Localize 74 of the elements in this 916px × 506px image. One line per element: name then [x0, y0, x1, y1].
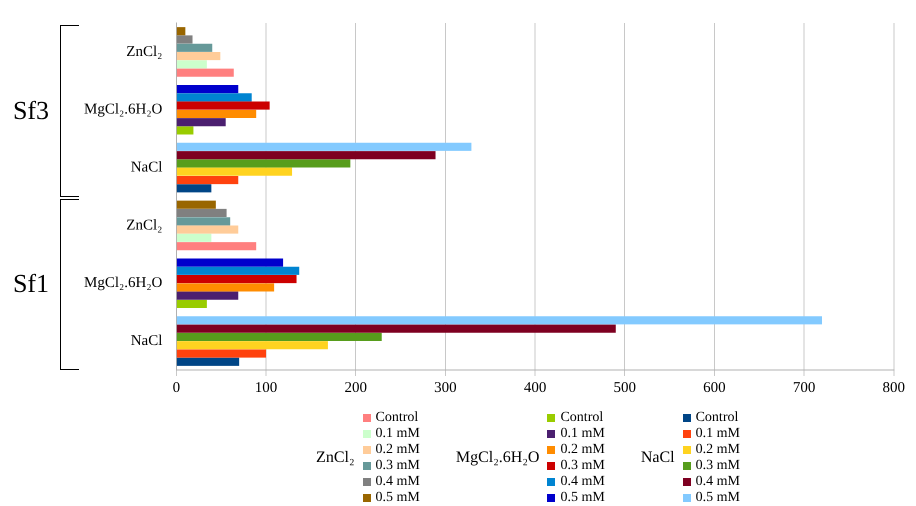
legend-label: 0.5 mM [694, 490, 740, 506]
bar [176, 93, 252, 102]
y-tick-label: ZnCl₂ [126, 44, 162, 60]
bar [176, 234, 212, 242]
bar [176, 68, 234, 77]
text: Sf1 [12, 269, 50, 300]
text: MgCl₂.6H₂O [456, 449, 540, 467]
bar [176, 35, 193, 44]
legend-label: 0.1 mM [374, 426, 420, 442]
legend-label: 0.3 mM [374, 458, 420, 474]
legend-label: Control [559, 410, 604, 426]
bar [176, 358, 240, 366]
bar [176, 258, 284, 267]
bar [176, 226, 238, 234]
text: Sf3 [12, 96, 50, 126]
legend-label: 0.1 mM [694, 426, 740, 442]
x-tick-label: 300 [434, 380, 457, 396]
bar [176, 142, 472, 151]
legend-label: 0.5 mM [374, 490, 420, 506]
x-tick-label: 200 [344, 380, 367, 396]
x-tick-label: 600 [703, 380, 726, 396]
legend-label: Control [694, 410, 740, 426]
bar [176, 60, 207, 68]
x-tick-label: 800 [882, 380, 905, 396]
bar [176, 349, 266, 358]
bar [176, 324, 616, 333]
bar [176, 110, 256, 118]
bar [176, 332, 382, 341]
bar [176, 118, 226, 126]
bar [176, 300, 207, 308]
bar [176, 52, 220, 60]
legend-label: Control [374, 410, 420, 426]
bar [176, 159, 350, 168]
y-tick-label: MgCl₂.6H₂O [84, 275, 163, 292]
legend-label: 0.3 mM [694, 458, 740, 474]
bar [176, 283, 274, 292]
legend-label: 0.4 mM [694, 474, 740, 490]
bar [176, 126, 194, 135]
bar [176, 292, 238, 300]
bar [176, 184, 212, 192]
bar [176, 176, 238, 184]
legend-label: 0.4 mM [374, 474, 420, 490]
legend-label: 0.4 mM [559, 474, 605, 490]
legend-label: 0.2 mM [694, 442, 740, 458]
text: ZnCl₂ [316, 449, 355, 467]
x-tick-label: 400 [524, 380, 546, 396]
bar [176, 168, 292, 176]
legend-label: 0.5 mM [559, 490, 605, 506]
legend-label: 0.3 mM [559, 458, 605, 474]
bar [176, 242, 256, 250]
bar [176, 84, 238, 94]
y-tick-label: MgCl₂.6H₂O [84, 102, 163, 118]
bar [176, 275, 297, 284]
bar [176, 266, 300, 275]
y-tick-label: ZnCl₂ [126, 217, 162, 234]
legend-label: 0.2 mM [559, 442, 605, 458]
y-tick-label: NaCl [130, 333, 162, 350]
bar [176, 200, 216, 209]
bar [176, 44, 212, 52]
x-tick-label: 100 [254, 380, 278, 396]
legend-label: 0.1 mM [559, 426, 605, 442]
bar [176, 27, 186, 36]
legend-label: 0.2 mM [374, 442, 420, 458]
bar [176, 151, 436, 160]
bar [176, 316, 822, 324]
text: NaCl [640, 449, 675, 467]
x-tick-label: 700 [792, 380, 816, 396]
bar [176, 341, 328, 350]
bar [176, 217, 230, 226]
bar [176, 208, 227, 218]
bar [176, 102, 270, 110]
y-tick-label: NaCl [130, 160, 162, 176]
x-tick-label: 500 [613, 380, 636, 396]
x-tick-label: 0 [172, 380, 180, 396]
